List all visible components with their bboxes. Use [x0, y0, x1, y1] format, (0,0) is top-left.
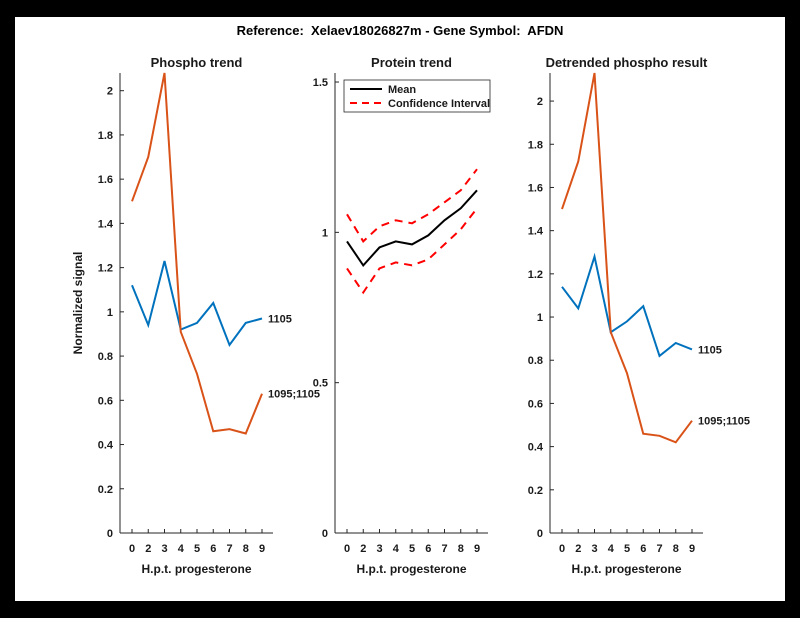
panel-detrended-phospho-result: 00.20.40.60.811.21.41.61.820 2 3 4 5 6 7 8 91105…	[528, 55, 750, 576]
x-tick-label: 6	[425, 543, 431, 555]
figure-title: Reference: Xelaev18026827m - Gene Symbol…	[236, 23, 564, 38]
x-tick-label: 3	[161, 543, 167, 555]
y-tick-label: 1	[322, 227, 328, 239]
x-tick-label: 3	[376, 543, 382, 555]
x-tick-label: 9	[689, 543, 695, 555]
y-tick-label: 0.6	[98, 395, 113, 407]
x-tick-label: 7	[226, 543, 232, 555]
legend-box	[343, 79, 491, 113]
x-tick-label: 7	[441, 543, 447, 555]
series-line-1105	[131, 260, 263, 348]
x-tick-label: 6	[210, 543, 216, 555]
series-end-label: 1095;1105	[268, 389, 320, 401]
y-tick-label: 1	[537, 312, 543, 324]
y-tick-label: 2	[107, 86, 113, 98]
series-line-mean	[346, 189, 478, 268]
y-tick-label: 0	[537, 528, 543, 540]
x-tick-label: 4	[608, 543, 615, 555]
x-tick-label: 8	[673, 543, 679, 555]
y-tick-label: 1.8	[98, 130, 113, 142]
y-tick-label: 1	[107, 307, 113, 319]
x-axis-label: H.p.t. progesterone	[356, 562, 466, 576]
x-tick-label: 6	[640, 543, 646, 555]
x-tick-label: 9	[259, 543, 265, 555]
y-tick-label: 2	[537, 96, 543, 108]
legend-label: Mean	[388, 84, 416, 96]
series-end-label: 1105	[268, 313, 292, 325]
series-line-1105	[561, 252, 693, 358]
x-tick-label: 4	[178, 543, 185, 555]
y-tick-label: 1.8	[528, 139, 543, 151]
legend: Mean Confidence Interval	[343, 79, 491, 113]
y-tick-label: 0.6	[528, 398, 543, 410]
y-tick-label: 1.4	[98, 218, 114, 230]
panel-title: Phospho trend	[151, 55, 243, 70]
y-tick-label: 1.5	[313, 77, 328, 89]
y-tick-label: 0.8	[98, 351, 113, 363]
panel-title: Protein trend	[371, 55, 452, 70]
y-tick-label: 1.2	[98, 263, 113, 275]
x-tick-label: 9	[474, 543, 480, 555]
x-tick-label: 7	[656, 543, 662, 555]
y-tick-label: 1.6	[98, 174, 113, 186]
series-line-confidence-interval-upper	[346, 168, 478, 243]
panel-title: Detrended phospho result	[546, 55, 708, 70]
y-tick-label: 0	[322, 528, 328, 540]
y-tick-label: 0.8	[528, 355, 543, 367]
x-tick-label: 0	[129, 543, 135, 555]
x-tick-label: 5	[409, 543, 415, 555]
panel-phospho-trend: 00.20.40.60.811.21.41.61.820 2 3 4 5 6 7 8 91105…	[71, 55, 320, 576]
y-tick-label: 1.2	[528, 269, 543, 281]
x-tick-label: 2	[575, 543, 581, 555]
x-axis-label: H.p.t. progesterone	[571, 562, 681, 576]
series-line-confidence-interval-lower	[346, 207, 478, 295]
y-tick-label: 0	[107, 528, 113, 540]
x-tick-label: 0	[344, 543, 350, 555]
x-tick-label: 3	[591, 543, 597, 555]
x-tick-label: 4	[393, 543, 400, 555]
y-axis-label: Normalized signal	[71, 252, 85, 355]
x-tick-label: 2	[145, 543, 151, 555]
series-end-label: 1105	[698, 344, 722, 356]
y-tick-label: 0.2	[98, 484, 113, 496]
series-line-1095-1105	[131, 72, 263, 435]
series-line-1095-1105	[561, 72, 693, 444]
x-tick-label: 8	[243, 543, 249, 555]
x-tick-label: 2	[360, 543, 366, 555]
y-tick-label: 1.4	[528, 226, 544, 238]
y-tick-label: 1.6	[528, 182, 543, 194]
x-tick-label: 5	[194, 543, 200, 555]
x-tick-label: 5	[624, 543, 630, 555]
y-tick-label: 0.5	[313, 378, 328, 390]
x-tick-label: 0	[559, 543, 565, 555]
y-tick-label: 0.4	[528, 442, 544, 454]
x-axis-label: H.p.t. progesterone	[141, 562, 251, 576]
y-tick-label: 0.2	[528, 485, 543, 497]
x-tick-label: 8	[458, 543, 464, 555]
y-tick-label: 0.4	[98, 440, 114, 452]
legend-label: Confidence Interval	[388, 98, 490, 110]
series-end-label: 1095;1105	[698, 416, 750, 428]
figure-canvas: Reference: Xelaev18026827m - Gene Symbol…	[15, 17, 785, 601]
